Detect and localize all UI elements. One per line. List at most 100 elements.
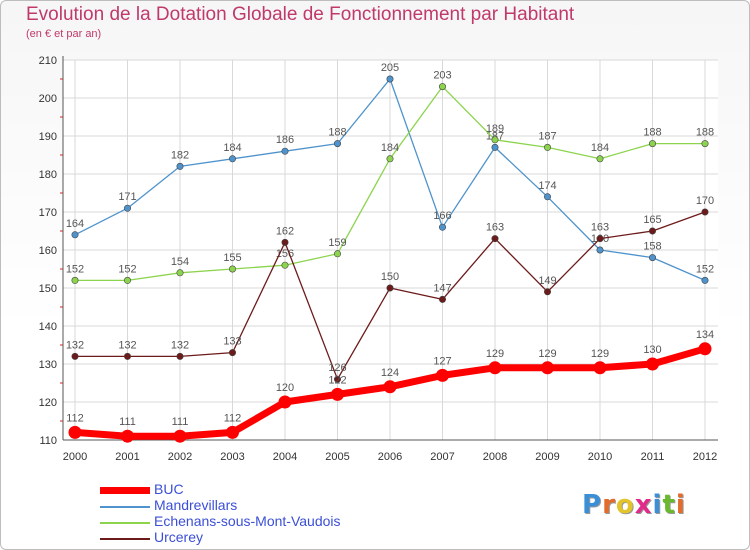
- data-point: [701, 208, 709, 216]
- data-point: [436, 368, 449, 382]
- y-tick-label: 150: [39, 283, 57, 295]
- data-point: [491, 136, 499, 144]
- data-point: [541, 361, 554, 375]
- data-label: 188: [328, 127, 346, 139]
- y-tick-label: 160: [39, 245, 57, 257]
- y-tick-label: 120: [39, 397, 57, 409]
- data-point: [173, 429, 187, 443]
- logo-letter: x: [634, 490, 653, 520]
- data-label: 134: [696, 329, 714, 341]
- data-label: 149: [538, 275, 556, 287]
- x-tick-label: 2012: [693, 451, 717, 463]
- x-tick-label: 2003: [220, 451, 244, 463]
- data-point: [596, 246, 604, 254]
- y-tick-label: 190: [39, 131, 57, 143]
- logo-letter: i: [652, 490, 663, 520]
- data-label: 132: [118, 339, 136, 351]
- y-tick-label: 180: [39, 169, 57, 181]
- proxiti-logo: Proxiti: [582, 490, 686, 520]
- data-label: 112: [224, 412, 242, 424]
- data-point: [226, 425, 239, 439]
- logo-letter: r: [602, 490, 616, 520]
- data-label: 186: [276, 134, 294, 146]
- logo-letter: i: [675, 490, 686, 520]
- data-label: 203: [433, 70, 451, 82]
- data-point: [229, 265, 237, 273]
- y-tick-label: 210: [39, 55, 57, 67]
- data-label: 126: [328, 362, 346, 374]
- x-tick-label: 2002: [168, 451, 192, 463]
- data-label: 147: [433, 282, 451, 294]
- data-point: [71, 352, 79, 360]
- data-label: 162: [276, 225, 294, 237]
- data-point: [698, 342, 712, 356]
- logo-letter: t: [662, 490, 676, 520]
- logo-letter: P: [582, 490, 603, 520]
- data-point: [543, 143, 551, 151]
- legend-label: BUC: [154, 481, 184, 497]
- legend-swatch: [100, 506, 150, 508]
- data-label: 188: [643, 127, 661, 139]
- data-point: [333, 250, 341, 258]
- data-point: [176, 352, 184, 360]
- data-point: [646, 357, 659, 371]
- data-point: [121, 429, 134, 443]
- data-point: [543, 288, 551, 296]
- legend-swatch: [100, 522, 150, 524]
- data-point: [596, 155, 604, 163]
- data-point: [176, 269, 184, 277]
- legend-label: Urcerey: [154, 529, 204, 545]
- data-label: 132: [66, 339, 84, 351]
- legend-item: Urcerey: [100, 529, 420, 546]
- chart-title: Evolution de la Dotation Globale de Fonc…: [26, 4, 575, 25]
- data-label: 174: [538, 180, 556, 192]
- data-label: 112: [66, 412, 84, 424]
- x-tick-label: 2010: [588, 451, 612, 463]
- data-label: 170: [696, 195, 714, 207]
- data-point: [124, 204, 132, 212]
- data-label: 129: [486, 348, 504, 360]
- data-point: [491, 143, 499, 151]
- data-label: 166: [433, 210, 451, 222]
- data-label: 111: [172, 416, 189, 428]
- data-label: 155: [223, 252, 241, 264]
- x-tick-label: 2001: [115, 451, 139, 463]
- data-point: [71, 231, 79, 239]
- data-label: 171: [118, 191, 136, 203]
- data-label: 158: [643, 241, 661, 253]
- data-label: 150: [381, 271, 399, 283]
- data-point: [438, 83, 446, 91]
- logo-letter: o: [615, 490, 635, 520]
- data-point: [488, 361, 502, 375]
- data-point: [491, 235, 499, 243]
- data-label: 124: [381, 367, 399, 379]
- y-tick-label: 110: [39, 435, 57, 447]
- data-label: 189: [486, 123, 504, 135]
- data-label: 164: [66, 218, 84, 230]
- data-label: 130: [643, 344, 661, 356]
- data-label: 205: [381, 62, 399, 74]
- data-label: 165: [643, 214, 661, 226]
- data-label: 152: [118, 263, 136, 275]
- data-label: 159: [328, 237, 346, 249]
- chart-subtitle: (en € et par an): [26, 28, 102, 40]
- data-label: 129: [591, 348, 609, 360]
- legend-item: Mandrevillars: [100, 497, 420, 514]
- data-label: 188: [696, 127, 714, 139]
- x-tick-label: 2009: [535, 451, 559, 463]
- data-point: [438, 223, 446, 231]
- data-point: [438, 295, 446, 303]
- data-label: 122: [328, 374, 346, 386]
- y-tick-label: 200: [39, 93, 57, 105]
- data-label: 184: [381, 142, 399, 154]
- data-point: [71, 276, 79, 284]
- data-label: 154: [171, 256, 189, 268]
- data-label: 152: [696, 263, 714, 275]
- legend-label: Echenans-sous-Mont-Vaudois: [154, 513, 341, 529]
- data-point: [648, 227, 656, 235]
- data-point: [701, 276, 709, 284]
- data-point: [386, 75, 394, 83]
- data-label: 163: [486, 222, 504, 234]
- data-point: [229, 155, 237, 163]
